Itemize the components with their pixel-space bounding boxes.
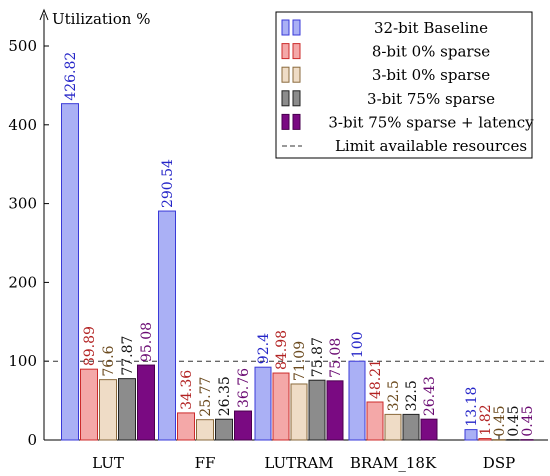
bar-value-label: 36.76 — [236, 368, 252, 408]
bar-value-label: 77.87 — [120, 336, 136, 376]
legend: 32-bit Baseline 8-bit 0% sparse 3-bit 0% s… — [275, 11, 534, 159]
legend-swatch — [292, 113, 301, 130]
bar-value-label: 75.87 — [310, 337, 326, 377]
bar-value-label: 32.5 — [386, 380, 402, 411]
bar — [402, 413, 420, 441]
bar-value-label: 95.08 — [139, 322, 155, 362]
bar-value-label: 13.18 — [464, 387, 480, 427]
bar — [158, 210, 176, 441]
bar — [492, 439, 506, 441]
bar — [326, 380, 344, 441]
bar-value-label: 48.21 — [368, 359, 384, 399]
bar-value-label: 25.77 — [198, 377, 214, 417]
x-tick-label: FF — [195, 454, 216, 472]
bar — [366, 401, 384, 441]
x-tick-label: BRAM_18K — [350, 454, 437, 472]
legend-swatch — [292, 43, 301, 60]
bar — [177, 412, 195, 441]
legend-label: Limit available resources — [335, 137, 527, 155]
bar — [196, 419, 214, 441]
legend-swatch — [281, 113, 290, 130]
bar — [290, 383, 308, 441]
legend-swatch — [281, 66, 290, 83]
bar — [118, 378, 136, 441]
legend-swatch — [292, 90, 301, 107]
bar — [234, 410, 252, 441]
bar-value-label: 84.98 — [274, 330, 290, 370]
bar-value-label: 290.54 — [160, 159, 176, 208]
bar-value-label: 426.82 — [63, 52, 79, 101]
bars-group — [61, 103, 534, 441]
y-axis-arrow — [39, 8, 49, 21]
bar — [272, 372, 290, 441]
bar-value-label: 34.36 — [179, 370, 195, 410]
bar — [137, 364, 155, 441]
bar-value-label: 26.35 — [217, 376, 233, 416]
bar-value-label: 76.6 — [101, 345, 117, 376]
bar — [99, 379, 117, 441]
bar-value-label: 26.43 — [422, 376, 438, 416]
legend-label: 3-bit 75% sparse + latency — [328, 113, 534, 131]
legend-label: 8-bit 0% sparse — [372, 43, 490, 61]
bar — [80, 368, 98, 441]
bar-value-label: 32.5 — [404, 380, 420, 411]
x-tick-label: LUTRAM — [264, 454, 333, 472]
bar — [506, 439, 520, 441]
y-tick-label: 400 — [8, 116, 37, 134]
bar — [308, 379, 326, 441]
bar — [215, 418, 233, 441]
bar — [384, 413, 402, 441]
bar — [478, 438, 492, 441]
bar-labels-group: 426.82 89.89 76.6 77.87 95.08 290.54 34.36 25.7… — [63, 52, 536, 437]
bar — [520, 439, 534, 441]
bar — [254, 366, 272, 441]
bar-value-label: 100 — [350, 331, 366, 358]
legend-swatch — [281, 43, 290, 60]
legend-swatch — [281, 19, 290, 36]
y-tick-label: 0 — [27, 431, 37, 449]
bar-value-label: 1.82 — [478, 404, 494, 435]
legend-swatch — [281, 90, 290, 107]
bar-value-label: 0.45 — [506, 405, 522, 436]
axes: 0 100 200 300 400 500 Utilization % LUT FF LUTRAM… — [8, 8, 548, 472]
bar-value-label: 0.45 — [492, 405, 508, 436]
legend-label: 3-bit 75% sparse — [367, 90, 495, 108]
legend-swatch — [292, 19, 301, 36]
bar — [464, 429, 478, 441]
bar — [420, 418, 438, 441]
legend-box — [275, 11, 533, 159]
y-tick-label: 500 — [8, 37, 37, 55]
legend-label: 32-bit Baseline — [374, 19, 488, 37]
x-tick-label: LUT — [92, 454, 124, 472]
y-tick-label: 300 — [8, 195, 37, 213]
bar — [348, 360, 366, 441]
bar-value-label: 0.45 — [520, 405, 536, 436]
bar-value-label: 92.4 — [256, 333, 272, 364]
y-axis-label: Utilization % — [52, 10, 150, 28]
bar — [61, 103, 79, 441]
bar-value-label: 71.09 — [292, 341, 308, 381]
legend-swatch — [292, 66, 301, 83]
y-tick-label: 100 — [8, 352, 37, 370]
bar-value-label: 75.08 — [328, 338, 344, 378]
bar-value-label: 89.89 — [82, 326, 98, 366]
y-tick-label: 200 — [8, 273, 37, 291]
x-tick-label: DSP — [483, 454, 515, 472]
legend-label: 3-bit 0% sparse — [372, 66, 490, 84]
